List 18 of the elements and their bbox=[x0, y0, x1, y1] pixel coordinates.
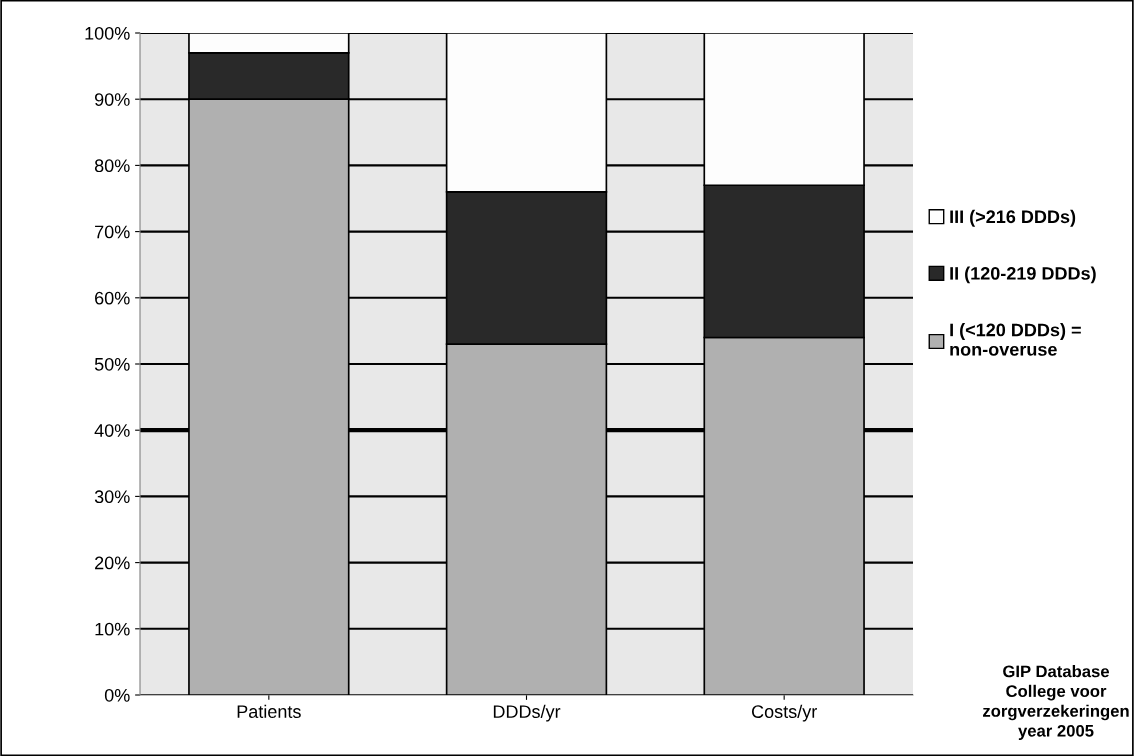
y-tick-label: 20% bbox=[95, 556, 130, 570]
legend-label: III (>216 DDDs) bbox=[950, 209, 1076, 227]
x-tick-label: Patients bbox=[237, 704, 301, 718]
y-tick-label: 0% bbox=[104, 688, 130, 702]
y-tick-label: 60% bbox=[95, 291, 130, 305]
y-tick-label: 100% bbox=[85, 26, 130, 40]
y-tick-label: 40% bbox=[94, 424, 130, 437]
text: GIP Database College voor zorgverzekeringen year 2005 bbox=[983, 665, 1129, 740]
y-tick-label: 50% bbox=[94, 357, 130, 371]
x-tick-label: DDDs/yr bbox=[493, 704, 561, 722]
x-tick-label: Costs/yr bbox=[751, 704, 817, 722]
y-tick-label: 70% bbox=[95, 225, 130, 239]
legend-label: II (120-219 DDDs) bbox=[950, 266, 1096, 284]
y-tick-label: 90% bbox=[94, 93, 130, 106]
y-tick-label: 30% bbox=[94, 490, 130, 504]
y-tick-label: 80% bbox=[94, 159, 130, 173]
y-tick-label: 10% bbox=[95, 622, 130, 636]
legend-label: I (<120 DDDs) = non-overuse bbox=[950, 323, 1081, 356]
